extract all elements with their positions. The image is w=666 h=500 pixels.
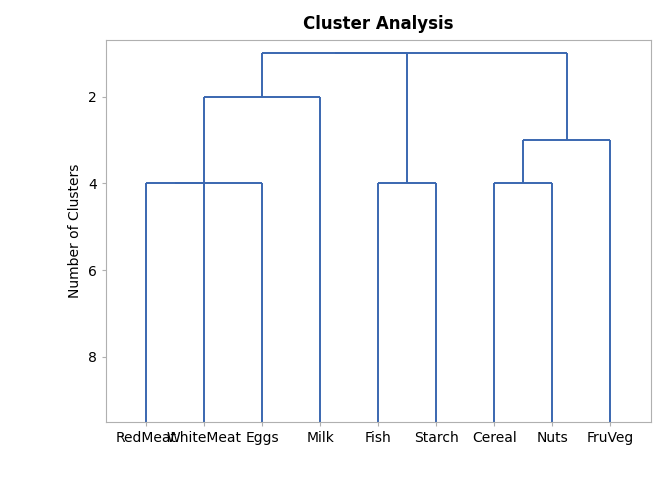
Y-axis label: Number of Clusters: Number of Clusters: [69, 164, 83, 298]
Title: Cluster Analysis: Cluster Analysis: [303, 15, 454, 33]
